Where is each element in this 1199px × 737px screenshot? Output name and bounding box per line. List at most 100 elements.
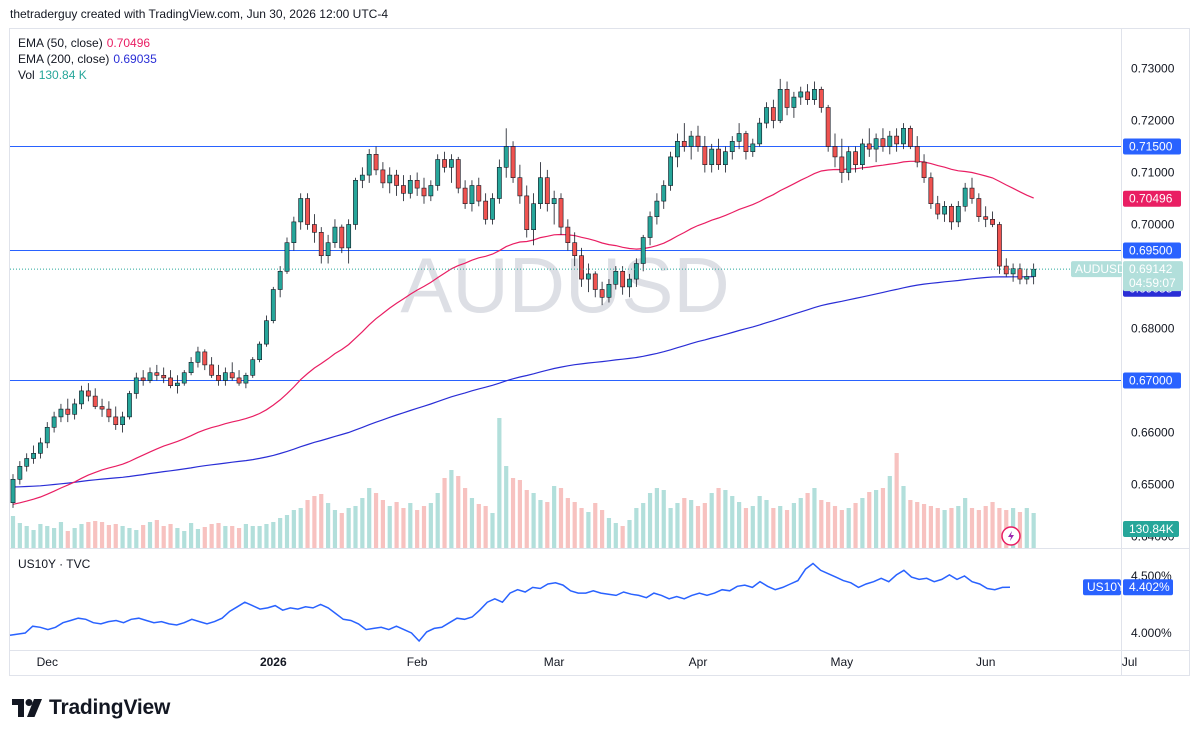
candle[interactable] — [99, 398, 105, 417]
candle[interactable] — [743, 130, 749, 160]
candle[interactable] — [976, 193, 982, 222]
candle[interactable] — [935, 195, 941, 220]
candle[interactable] — [894, 128, 900, 152]
candle[interactable] — [627, 273, 632, 298]
candle[interactable] — [216, 364, 221, 386]
candle[interactable] — [544, 169, 550, 212]
candle[interactable] — [24, 453, 30, 472]
candle[interactable] — [914, 136, 920, 168]
candle[interactable] — [955, 201, 961, 228]
candle[interactable] — [318, 227, 324, 264]
candle[interactable] — [757, 117, 763, 147]
candle[interactable] — [709, 143, 715, 173]
candle[interactable] — [585, 263, 591, 293]
candle[interactable] — [414, 172, 420, 196]
candle[interactable] — [366, 149, 372, 183]
candle[interactable] — [572, 232, 578, 267]
candle[interactable] — [85, 383, 91, 402]
candle[interactable] — [243, 372, 249, 389]
candle[interactable] — [1031, 263, 1037, 285]
candle[interactable] — [311, 214, 317, 243]
candle[interactable] — [990, 211, 995, 228]
candle[interactable] — [462, 180, 468, 209]
candle[interactable] — [750, 138, 756, 157]
candle[interactable] — [448, 154, 454, 183]
candle[interactable] — [736, 123, 742, 150]
candle[interactable] — [805, 84, 810, 105]
candle[interactable] — [421, 177, 427, 204]
candle[interactable] — [79, 385, 84, 410]
candle[interactable] — [72, 398, 78, 420]
candle[interactable] — [401, 175, 406, 202]
candle[interactable] — [647, 211, 653, 246]
candle[interactable] — [661, 180, 667, 209]
candle[interactable] — [469, 180, 475, 212]
candle[interactable] — [407, 175, 413, 199]
candle[interactable] — [1017, 263, 1023, 285]
legend-ema50[interactable]: EMA (50, close) 0.70496 — [18, 35, 150, 51]
candles[interactable] — [10, 78, 1037, 508]
candle[interactable] — [161, 367, 167, 384]
candle[interactable] — [428, 180, 434, 202]
candle[interactable] — [188, 357, 194, 376]
candle[interactable] — [154, 364, 160, 381]
candle[interactable] — [770, 99, 776, 129]
candle[interactable] — [264, 315, 269, 347]
candle[interactable] — [640, 234, 646, 272]
candle[interactable] — [257, 341, 262, 363]
candle[interactable] — [17, 461, 23, 485]
candle[interactable] — [716, 138, 721, 170]
candle[interactable] — [140, 370, 146, 386]
candle[interactable] — [812, 81, 817, 105]
candle[interactable] — [359, 167, 365, 189]
candle[interactable] — [565, 219, 571, 251]
candle[interactable] — [435, 154, 441, 191]
candle[interactable] — [907, 125, 913, 150]
candle[interactable] — [353, 177, 358, 230]
candle[interactable] — [346, 219, 352, 264]
candle[interactable] — [147, 367, 153, 384]
candle[interactable] — [270, 286, 276, 324]
candle[interactable] — [846, 146, 852, 181]
candle[interactable] — [606, 279, 612, 303]
candle[interactable] — [284, 237, 290, 274]
candle[interactable] — [175, 375, 180, 394]
candle[interactable] — [613, 266, 619, 290]
candle[interactable] — [873, 133, 879, 163]
candle[interactable] — [373, 146, 379, 176]
candle[interactable] — [839, 138, 845, 183]
candle[interactable] — [784, 81, 790, 116]
candle[interactable] — [195, 346, 201, 368]
candle[interactable] — [633, 258, 639, 287]
candle[interactable] — [236, 370, 242, 386]
candle[interactable] — [31, 445, 36, 464]
candle[interactable] — [599, 281, 605, 306]
price-axis[interactable]: 0.73000 0.72000 0.71000 0.70000 0.68000 0.660… — [1131, 62, 1175, 641]
candle[interactable] — [675, 133, 680, 168]
candle[interactable] — [325, 234, 331, 264]
candle[interactable] — [503, 128, 509, 178]
candle[interactable] — [928, 172, 934, 209]
pane-separator[interactable] — [10, 548, 1190, 549]
candle[interactable] — [44, 422, 50, 449]
candle[interactable] — [592, 271, 598, 298]
candle[interactable] — [654, 193, 660, 225]
candle[interactable] — [791, 91, 797, 118]
candle[interactable] — [483, 193, 489, 225]
candle[interactable] — [1024, 268, 1030, 285]
candle[interactable] — [202, 349, 208, 371]
candle[interactable] — [250, 357, 256, 378]
candle[interactable] — [380, 162, 386, 189]
candle[interactable] — [866, 128, 872, 157]
time-axis[interactable]: Dec 2026 Feb Mar Apr May Jun Jul — [37, 655, 1138, 669]
candle[interactable] — [120, 411, 125, 433]
candle[interactable] — [37, 437, 43, 459]
candle[interactable] — [65, 398, 71, 423]
candle[interactable] — [818, 86, 824, 113]
horizontal-levels[interactable] — [10, 146, 1121, 381]
candle[interactable] — [853, 146, 858, 173]
candle[interactable] — [620, 266, 626, 295]
candle[interactable] — [702, 136, 708, 173]
candle[interactable] — [531, 193, 536, 246]
